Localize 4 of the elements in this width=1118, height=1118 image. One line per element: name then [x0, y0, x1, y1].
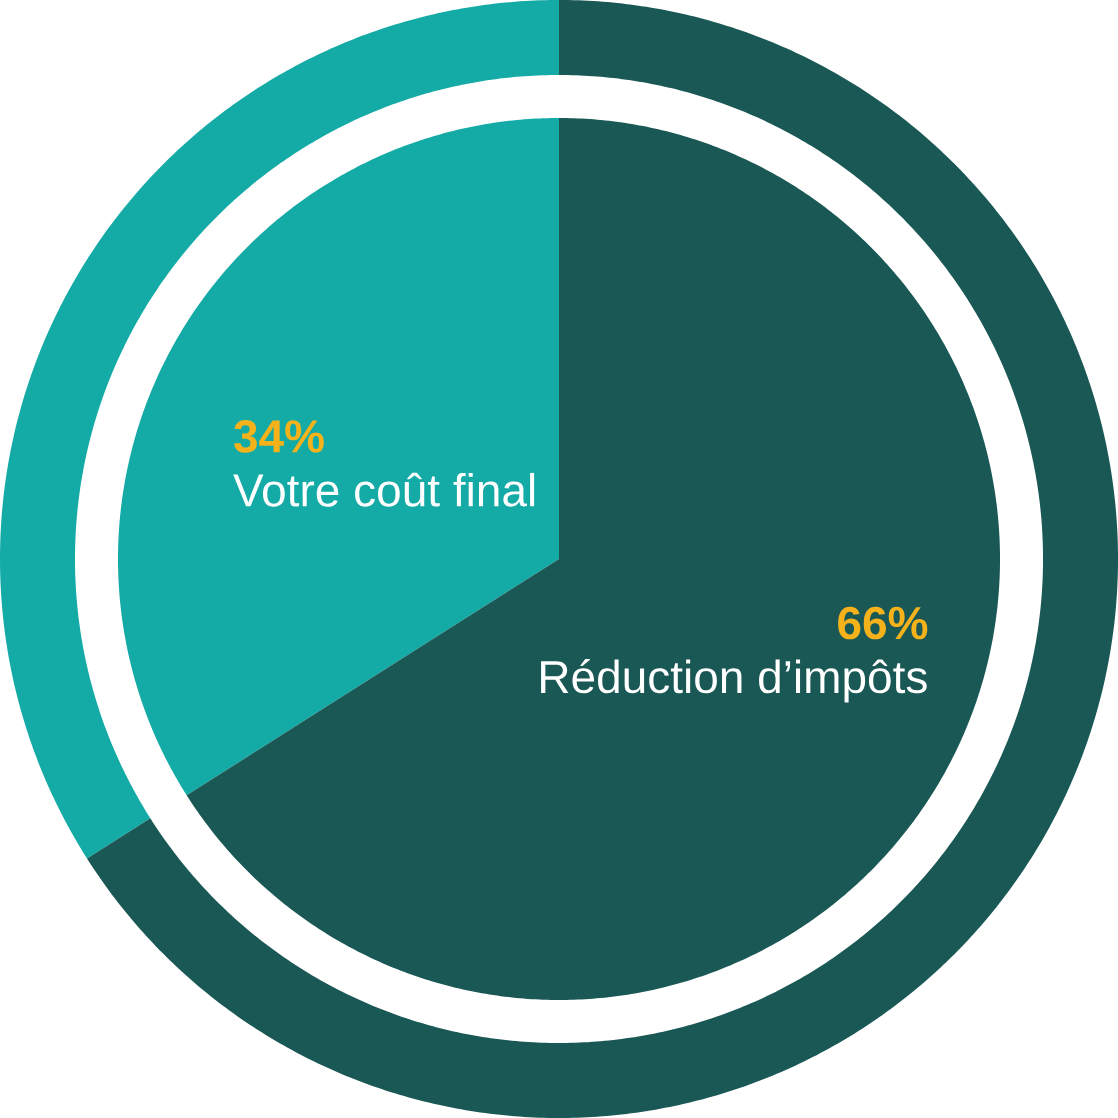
data-label: 66%: [838, 606, 928, 640]
slice-label: Réduction d’impôts: [541, 659, 927, 703]
data-label: 34%: [234, 420, 324, 453]
slice-label: Votre coût final: [233, 472, 535, 507]
